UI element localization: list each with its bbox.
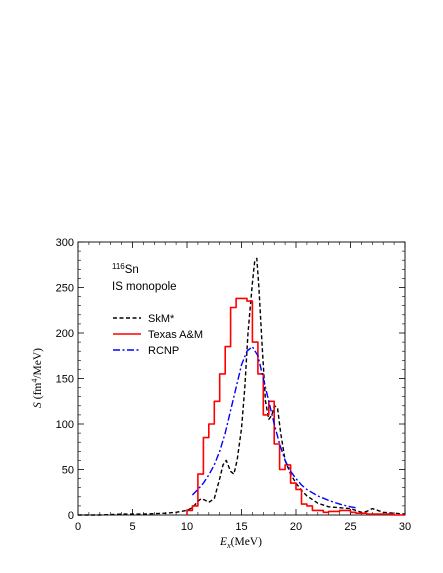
- annotation-nucleus-symbol: Sn: [125, 264, 139, 276]
- axis-ticks: [77, 241, 406, 516]
- y-tick-label: 0: [68, 510, 74, 522]
- y-axis-label-unit-pre: (fm: [32, 383, 44, 400]
- y-tick-label: 150: [56, 374, 74, 386]
- y-tick-label: 300: [56, 237, 74, 249]
- x-axis-label: Ex(MeV): [219, 536, 262, 550]
- legend-label-texas: Texas A&M: [148, 329, 203, 341]
- y-axis-label-symbol: S: [32, 402, 44, 408]
- series-layer: [78, 257, 406, 516]
- y-axis-label-unit-sup: 4: [30, 379, 39, 383]
- x-tick-label: 0: [75, 521, 81, 533]
- legend-label-skm: SkM*: [148, 313, 175, 325]
- annotation-nucleus: 116Sn: [112, 262, 139, 276]
- y-tick-labels: 0 50 100 150 200 250 300: [56, 237, 74, 522]
- series-line-rcnp: [191, 345, 357, 509]
- legend: SkM* Texas A&M RCNP: [113, 313, 203, 357]
- x-tick-label: 25: [344, 521, 356, 533]
- y-axis-label: S (fm4/MeV): [30, 348, 44, 408]
- x-tick-label: 10: [181, 521, 193, 533]
- series-line-skm-: [78, 257, 406, 516]
- x-axis-label-sub: x: [226, 541, 231, 550]
- x-axis-label-symbol: E: [219, 536, 227, 548]
- y-tick-label: 100: [56, 419, 74, 431]
- x-tick-label: 20: [290, 521, 302, 533]
- legend-label-rcnp: RCNP: [148, 345, 179, 357]
- y-axis-label-unit-post: /MeV): [32, 348, 44, 379]
- y-tick-label: 50: [62, 465, 74, 477]
- annotation-nucleus-mass: 116: [112, 262, 125, 271]
- annotation-mode: IS monopole: [112, 281, 177, 293]
- x-tick-label: 5: [129, 521, 135, 533]
- x-tick-label: 30: [399, 521, 411, 533]
- y-tick-label: 250: [56, 283, 74, 295]
- x-tick-labels: 0 5 10 15 20 25 30: [75, 521, 411, 533]
- x-axis-label-unit: (MeV): [231, 536, 262, 548]
- x-tick-label: 15: [235, 521, 247, 533]
- y-tick-label: 200: [56, 328, 74, 340]
- series-line-texas-a-m: [186, 297, 405, 516]
